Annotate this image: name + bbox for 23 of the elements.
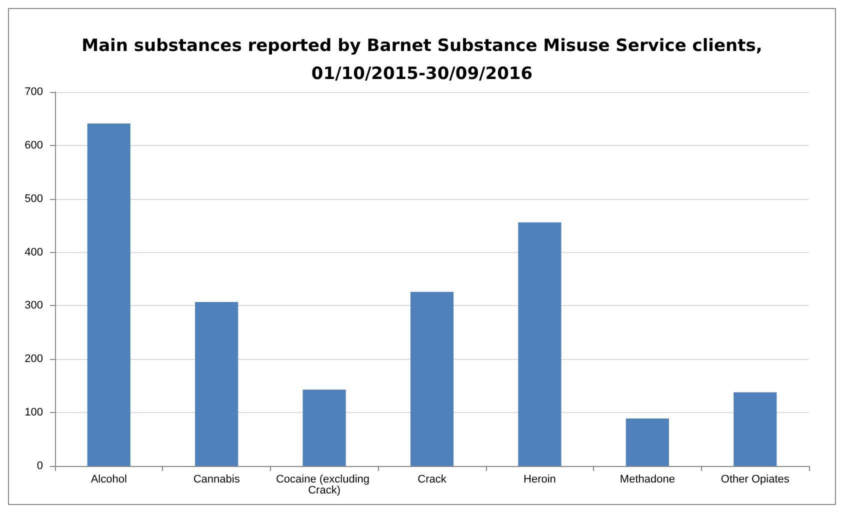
x-tick-label: Other Opiates (720, 474, 790, 486)
y-tick-label: 700 (24, 86, 43, 98)
x-tick-label: Methadone (620, 474, 675, 486)
y-tick-label: 600 (24, 139, 43, 152)
bar (518, 222, 562, 466)
y-tick-label: 500 (24, 192, 43, 205)
x-tick-label: Cannabis (193, 474, 240, 486)
y-tick-label: 400 (24, 246, 43, 258)
x-tick-label: Crack (418, 474, 447, 486)
bar (87, 124, 130, 466)
bar (626, 418, 669, 466)
y-tick-label: 300 (24, 300, 43, 312)
x-tick-label: Cocaine (excluding Crack) (276, 474, 373, 496)
chart-title: Main substances reported by Barnet Substance Misuse Service clients, 01/10/2015-30/09/2016 (82, 36, 762, 84)
bar (195, 302, 238, 466)
y-tick-label: 0 (36, 460, 43, 472)
bar (410, 292, 454, 466)
y-tick-label: 100 (24, 406, 43, 419)
bar (734, 392, 777, 466)
x-tick-label: Heroin (524, 474, 556, 486)
x-tick-label: Alcohol (90, 474, 127, 486)
bar (302, 390, 346, 466)
y-tick-label: 200 (24, 353, 43, 366)
